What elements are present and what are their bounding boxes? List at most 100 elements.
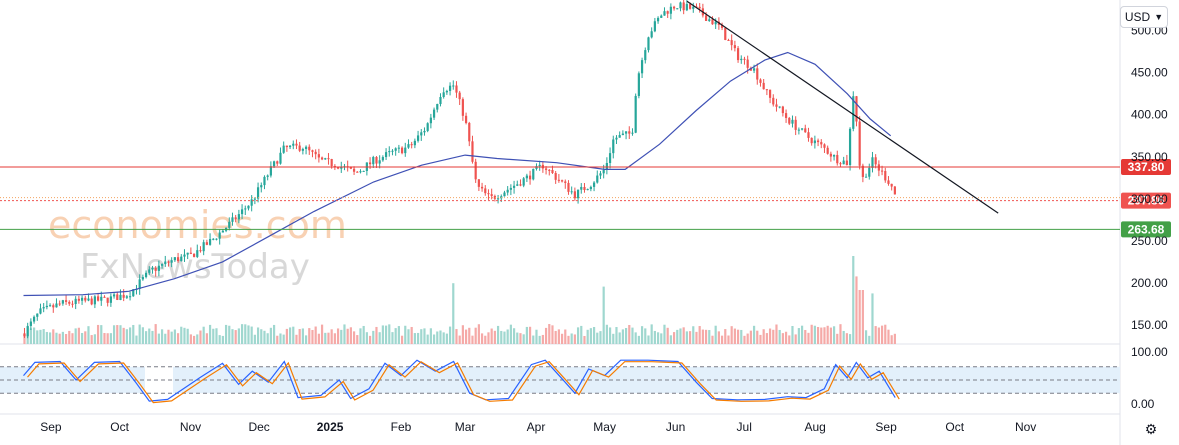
candle-body <box>256 187 260 199</box>
candle-body <box>573 191 576 199</box>
candle-body <box>400 147 404 154</box>
candle-body <box>608 153 612 164</box>
candle-body <box>874 157 877 165</box>
volume-bar <box>135 335 138 344</box>
volume-bar <box>724 329 727 344</box>
volume-bar <box>711 335 714 344</box>
volume-bar <box>381 325 384 344</box>
candle-body <box>637 73 640 96</box>
oscillator-k-line <box>23 359 896 402</box>
candle-body <box>196 250 199 257</box>
candle-body <box>583 186 586 190</box>
candle-body <box>452 85 455 87</box>
candle-body <box>90 298 93 305</box>
candle-body <box>650 31 653 38</box>
candle-body <box>554 173 557 180</box>
watermark: economies.com FxNewsToday <box>48 203 347 287</box>
volume-bar <box>410 326 413 344</box>
candle-body <box>807 132 810 138</box>
price-tick-label: 450.00 <box>1131 66 1168 80</box>
volume-bar <box>487 332 490 344</box>
volume-bar <box>448 326 452 344</box>
candle-body <box>84 297 87 301</box>
candle-body <box>381 157 384 161</box>
candle-body <box>202 242 205 252</box>
settings-gear-icon[interactable]: ⚙ <box>1144 420 1158 437</box>
volume-bar <box>637 335 640 344</box>
volume-bar <box>362 325 365 344</box>
candle-body <box>423 130 426 133</box>
axes: 337.80297.86263.68500.00450.00400.00350.… <box>40 24 1171 434</box>
volume-bar <box>768 328 772 344</box>
volume-bar <box>868 335 871 344</box>
candle-body <box>647 37 650 51</box>
volume-bar <box>512 328 516 344</box>
candle-body <box>487 193 490 195</box>
candle-body <box>253 198 256 200</box>
volume-bar <box>816 326 820 344</box>
volume-bar <box>90 335 93 344</box>
volume-bar <box>458 335 461 344</box>
candle-body <box>285 145 288 148</box>
candle-body <box>327 158 330 160</box>
volume-bar <box>618 332 621 344</box>
candle-body <box>551 169 554 174</box>
candle-body <box>810 137 813 144</box>
candle-body <box>679 2 682 9</box>
volume-bar <box>93 334 96 344</box>
currency-selector[interactable]: USD ▼ <box>1120 6 1168 28</box>
candle-body <box>324 158 327 160</box>
oscillator-d-line <box>27 360 900 404</box>
candle-body <box>336 167 340 169</box>
volume-bar <box>580 325 583 344</box>
oscillator-tick-label: 0.00 <box>1131 397 1155 411</box>
candle-body <box>180 256 183 262</box>
candle-body <box>685 4 688 11</box>
volume-bar <box>804 329 807 344</box>
volume-bar <box>864 330 868 344</box>
candle-body <box>797 129 800 131</box>
candle-body <box>272 161 276 167</box>
candle-body <box>304 146 308 149</box>
candle-body <box>704 15 708 21</box>
volume-bar <box>346 328 349 344</box>
candle-body <box>448 85 452 91</box>
candle-body <box>852 96 855 129</box>
candle-body <box>733 45 736 49</box>
volume-bar <box>330 329 333 344</box>
volume-bar <box>189 334 192 344</box>
volume-bar <box>74 328 77 344</box>
volume-bar <box>548 324 551 344</box>
volume-bar <box>103 333 106 344</box>
candle-body <box>644 50 647 61</box>
watermark-fxnewstoday: FxNewsToday <box>80 247 310 287</box>
volume-bar <box>276 335 279 344</box>
candle-body <box>301 148 304 151</box>
candle-body <box>266 175 269 177</box>
volume-bar <box>717 331 720 344</box>
candle-body <box>36 313 39 317</box>
volume-bar <box>621 329 624 344</box>
volume-bar <box>679 328 682 344</box>
candle-body <box>311 150 314 152</box>
volume-bar <box>400 335 404 344</box>
volume-bar <box>173 329 176 344</box>
volume-bar <box>746 333 749 344</box>
volume-bar <box>855 276 858 344</box>
candle-body <box>208 239 212 245</box>
volume-bar <box>461 325 464 344</box>
candle-body <box>394 148 397 151</box>
candle-body <box>388 151 391 153</box>
volume-bar <box>432 334 436 344</box>
volume-bar <box>423 328 426 344</box>
volume-bar <box>442 332 445 344</box>
candle-body <box>247 205 250 209</box>
volume-bar <box>314 326 317 344</box>
volume-bar <box>199 330 202 344</box>
price-tick-label: 300.00 <box>1131 192 1168 206</box>
volume-bar <box>474 327 477 344</box>
volume-bar <box>112 325 116 344</box>
volume-bar <box>538 335 541 344</box>
candle-body <box>490 194 493 196</box>
